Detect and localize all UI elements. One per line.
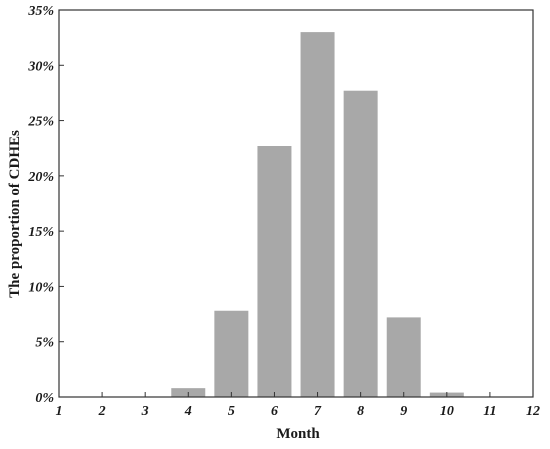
x-tick-label-2: 2 xyxy=(98,404,106,419)
y-tick-label-35: 35% xyxy=(27,4,54,19)
x-tick-label-8: 8 xyxy=(357,404,364,419)
y-axis-title: The proportion of CDHEs xyxy=(7,130,23,298)
bar-month-5 xyxy=(214,310,249,397)
x-tick-label-10: 10 xyxy=(440,404,454,419)
x-tick-label-3: 3 xyxy=(141,404,149,419)
y-tick-label-5: 5% xyxy=(35,336,54,351)
x-tick-label-1: 1 xyxy=(56,404,63,419)
y-tick-label-30: 30% xyxy=(27,59,54,74)
x-tick-label-11: 11 xyxy=(483,404,496,419)
y-tick-label-0: 0% xyxy=(35,391,54,406)
x-tick-label-5: 5 xyxy=(228,404,235,419)
x-tick-label-4: 4 xyxy=(184,404,192,419)
bar-month-6 xyxy=(257,146,292,397)
y-tick-label-25: 25% xyxy=(27,115,54,130)
bar-month-9 xyxy=(386,317,421,397)
ticks-group xyxy=(58,9,534,398)
bar-month-8 xyxy=(343,90,378,397)
y-tick-label-10: 10% xyxy=(28,280,54,295)
x-axis-title: Month xyxy=(276,426,320,442)
plot-frame xyxy=(58,9,534,398)
bars-group xyxy=(171,32,464,398)
x-tick-label-12: 12 xyxy=(526,404,540,419)
x-tick-label-9: 9 xyxy=(400,404,407,419)
y-tick-label-15: 15% xyxy=(28,225,54,240)
plot-frame-group xyxy=(58,9,534,398)
tick-labels-group: 1 2 3 4 5 6 7 8 9 10 11 120%5%10%15%20%25%30%35% xyxy=(27,4,540,419)
x-tick-label-6: 6 xyxy=(271,404,278,419)
y-tick-label-20: 20% xyxy=(27,170,54,185)
bar-month-7 xyxy=(300,32,335,398)
x-tick-label-7: 7 xyxy=(314,404,322,419)
